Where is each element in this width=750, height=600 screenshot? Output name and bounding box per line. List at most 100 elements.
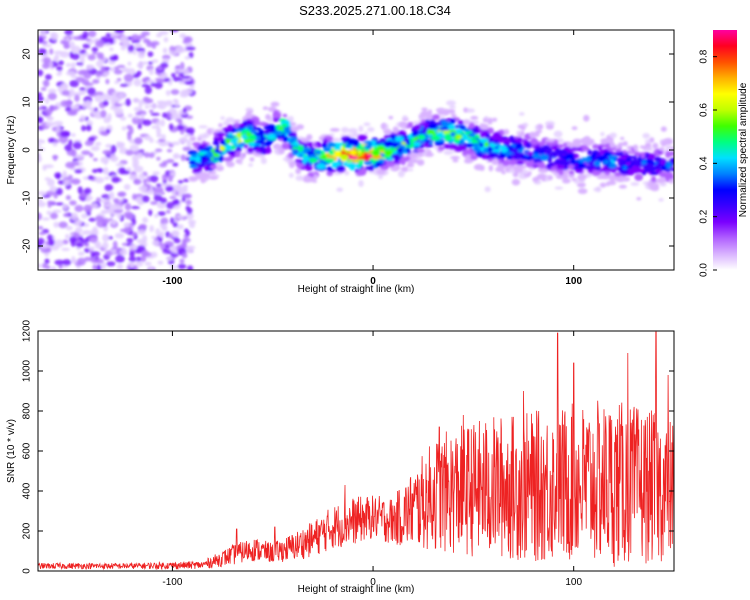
noise-blob xyxy=(169,107,176,115)
noise-blob xyxy=(185,127,195,135)
ridge-blob xyxy=(502,137,512,144)
snr-x-axis: -100 0 100 xyxy=(162,331,582,588)
noise-blob xyxy=(71,256,76,264)
noise-blob xyxy=(87,106,96,111)
ridge-blob xyxy=(454,147,463,152)
noise-blob xyxy=(168,50,177,56)
ridge-blob xyxy=(492,148,501,153)
noise-blob xyxy=(47,200,56,205)
halo-blob xyxy=(220,116,225,121)
ridge-blob xyxy=(188,156,197,161)
ridge-blob xyxy=(385,140,394,147)
ridge-blob xyxy=(457,120,464,125)
noise-blob xyxy=(113,69,123,75)
noise-blob xyxy=(132,98,140,103)
ridge-blob xyxy=(267,133,276,140)
noise-blob xyxy=(176,215,185,219)
halo-blob xyxy=(358,125,364,133)
noise-blob xyxy=(49,185,58,192)
ridge-blob xyxy=(516,142,523,149)
ridge-blob xyxy=(609,141,616,148)
ridge-blob xyxy=(349,165,356,171)
ridge-blob xyxy=(596,175,607,180)
noise-blob xyxy=(169,195,177,200)
noise-blob xyxy=(61,90,71,96)
noise-blob xyxy=(162,160,168,165)
ridge-blob xyxy=(188,176,199,182)
ridge-blob xyxy=(239,153,245,161)
ridge-blob xyxy=(501,170,506,175)
noise-blob xyxy=(77,251,85,256)
colorbar-tick-label: 0.6 xyxy=(699,103,710,117)
noise-blob xyxy=(71,178,81,185)
noise-blob xyxy=(75,76,85,83)
noise-blob xyxy=(117,64,126,69)
ridge-blob xyxy=(534,147,544,151)
ridge-blob xyxy=(380,165,389,171)
ridge-blob xyxy=(282,135,289,143)
noise-blob xyxy=(74,94,80,102)
noise-blob xyxy=(170,246,176,253)
ridge-blob xyxy=(483,148,489,153)
ridge-blob xyxy=(413,136,419,141)
colorbar: 0.0 0.2 0.4 0.6 0.8 Normalized spectral ampl… xyxy=(699,30,749,277)
noise-blob xyxy=(55,202,64,206)
noise-blob xyxy=(186,115,194,120)
ridge-blob xyxy=(604,171,611,175)
noise-blob xyxy=(184,80,194,85)
ridge-blob xyxy=(208,175,219,180)
ridge-blob xyxy=(551,166,556,172)
ridge-blob xyxy=(258,129,265,134)
ridge-blob xyxy=(364,148,370,153)
noise-blob xyxy=(69,80,79,88)
noise-blob xyxy=(92,79,100,84)
noise-blob xyxy=(186,212,194,220)
halo-blob xyxy=(600,132,605,137)
noise-blob xyxy=(148,104,157,108)
ridge-blob xyxy=(222,127,231,132)
y-tick-label: 800 xyxy=(22,402,33,419)
noise-blob xyxy=(144,261,152,266)
halo-blob xyxy=(328,133,335,137)
halo-blob xyxy=(332,137,343,142)
noise-blob xyxy=(41,30,47,37)
noise-blob xyxy=(181,75,191,79)
ridge-blob xyxy=(235,146,242,153)
ridge-blob xyxy=(471,127,479,134)
ridge-blob xyxy=(571,178,578,182)
noise-blob xyxy=(102,233,110,242)
ridge-blob xyxy=(218,155,224,162)
ridge-blob xyxy=(555,148,561,156)
ridge-blob xyxy=(546,163,553,168)
noise-blob xyxy=(69,88,75,97)
noise-blob xyxy=(147,61,154,65)
colorbar-label: Normalized spectral amplitude xyxy=(738,82,749,217)
ridge-blob xyxy=(524,173,531,178)
noise-blob xyxy=(138,185,148,192)
noise-blob xyxy=(94,141,102,146)
noise-blob xyxy=(65,195,72,201)
ridge-blob xyxy=(647,181,656,188)
noise-blob xyxy=(169,265,178,269)
noise-blob xyxy=(97,168,104,173)
noise-blob xyxy=(135,47,145,52)
ridge-blob xyxy=(644,168,654,172)
ridge-blob xyxy=(417,134,426,140)
ridge-blob xyxy=(246,124,254,131)
noise-blob xyxy=(188,51,194,59)
ridge-blob xyxy=(349,150,358,155)
noise-blob xyxy=(74,169,83,174)
snr-plot-area xyxy=(38,331,674,571)
ridge-blob xyxy=(187,150,198,155)
ridge-blob xyxy=(422,126,428,134)
noise-blob xyxy=(170,171,176,177)
noise-blob xyxy=(38,263,42,269)
figure-title: S233.2025.271.00.18.C34 xyxy=(299,3,451,18)
ridge-blob xyxy=(237,142,246,146)
noise-blob xyxy=(87,175,94,180)
noise-blob xyxy=(86,65,94,70)
ridge-blob xyxy=(360,135,368,140)
ridge-blob xyxy=(406,162,415,168)
ridge-blob xyxy=(537,168,544,173)
